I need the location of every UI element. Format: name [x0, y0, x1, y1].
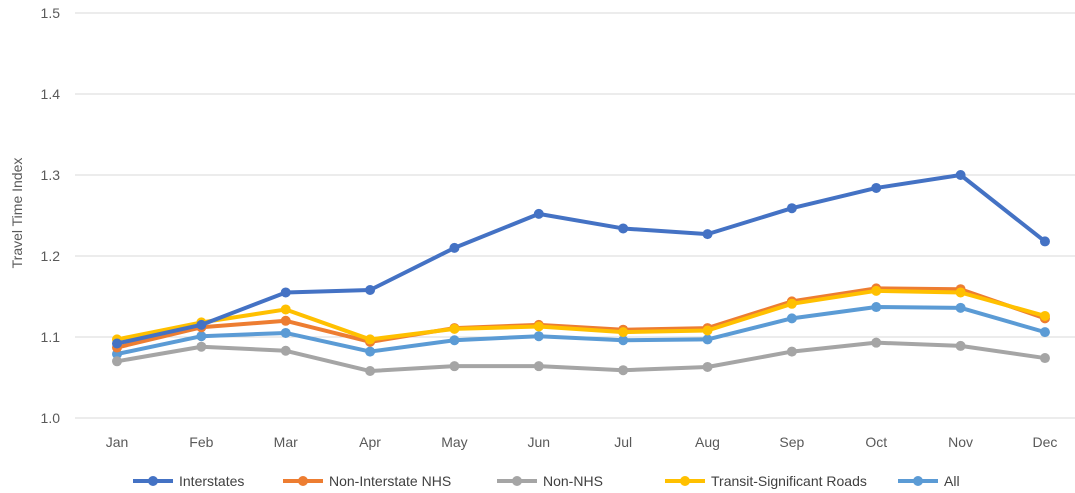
series-lines [112, 170, 1050, 377]
data-point [365, 366, 376, 377]
data-point [786, 203, 797, 214]
data-point [871, 302, 882, 313]
data-point [449, 361, 460, 372]
data-point [1039, 327, 1050, 338]
data-point [955, 287, 966, 298]
legend-label: Interstates [179, 473, 244, 489]
data-point [618, 223, 629, 234]
legend-item: Non-NHS [497, 473, 603, 489]
series-line [115, 340, 1047, 374]
data-point [955, 170, 966, 180]
data-point [871, 337, 882, 348]
data-point [280, 315, 291, 326]
data-point [196, 341, 207, 352]
legend-item: All [898, 473, 960, 489]
y-tick-label: 1.5 [41, 5, 61, 21]
x-tick-label: Jul [614, 434, 632, 450]
x-tick-label: Oct [865, 434, 887, 450]
x-tick-label: Feb [189, 434, 213, 450]
data-point [365, 334, 376, 345]
data-point [449, 323, 460, 334]
data-point [449, 242, 460, 253]
data-point [702, 325, 713, 336]
data-point [1039, 236, 1050, 247]
y-tick-label: 1.1 [41, 329, 61, 345]
data-point [280, 327, 291, 338]
data-point [533, 321, 544, 332]
data-point [786, 298, 797, 309]
data-point [449, 335, 460, 346]
y-axis-ticks: 1.0 1.1 1.2 1.3 1.4 1.5 [41, 5, 61, 426]
data-point [533, 331, 544, 342]
x-tick-label: Sep [779, 434, 804, 450]
y-tick-label: 1.4 [41, 86, 61, 102]
x-tick-label: Nov [948, 434, 973, 450]
data-point [533, 361, 544, 372]
data-point [618, 365, 629, 376]
legend-label: Transit-Significant Roads [711, 473, 867, 489]
legend-label: Non-Interstate NHS [329, 473, 451, 489]
x-tick-label: Dec [1033, 434, 1058, 450]
gridlines [75, 12, 1075, 419]
data-point [702, 361, 713, 372]
x-axis-ticks: Jan Feb Mar Apr May Jun Jul Aug Sep Oct Nov Dec [106, 434, 1058, 450]
legend-marker [148, 476, 158, 486]
legend-marker [298, 476, 308, 486]
data-point [1039, 353, 1050, 364]
legend-marker [913, 476, 923, 486]
data-point [702, 334, 713, 345]
series-line [115, 173, 1047, 346]
data-point [618, 327, 629, 338]
data-point [786, 346, 797, 357]
x-tick-label: Jan [106, 434, 129, 450]
data-point [871, 285, 882, 296]
data-point [196, 331, 207, 342]
legend-marker [680, 476, 690, 486]
series-line [115, 286, 1047, 350]
data-point [112, 356, 122, 367]
x-tick-label: Jun [528, 434, 551, 450]
series-all [112, 302, 1050, 360]
data-point [533, 208, 544, 219]
y-tick-label: 1.0 [41, 410, 61, 426]
x-tick-label: Mar [274, 434, 298, 450]
data-point [786, 313, 797, 324]
y-axis-title: Travel Time Index [9, 158, 25, 269]
data-point [365, 285, 376, 296]
legend-label: Non-NHS [543, 473, 603, 489]
legend: Interstates Non-Interstate NHS Non-NHS Tran… [133, 473, 960, 489]
data-point [618, 335, 629, 346]
x-tick-label: Aug [695, 434, 720, 450]
legend-item: Interstates [133, 473, 244, 489]
series-line [115, 288, 1047, 342]
data-point [196, 319, 207, 330]
data-point [280, 304, 291, 315]
data-point [871, 182, 882, 193]
legend-item: Non-Interstate NHS [283, 473, 451, 489]
legend-marker [512, 476, 522, 486]
data-point [112, 338, 122, 349]
series-non-nhs [112, 337, 1050, 377]
data-point [365, 346, 376, 357]
series-line [115, 305, 1047, 357]
y-tick-label: 1.3 [41, 167, 61, 183]
x-tick-label: May [441, 434, 467, 450]
y-tick-label: 1.2 [41, 248, 61, 264]
data-point [955, 340, 966, 351]
series-interstates [112, 170, 1050, 349]
legend-label: All [944, 473, 960, 489]
data-point [280, 345, 291, 356]
data-point [1039, 310, 1050, 321]
data-point [955, 302, 966, 313]
data-point [280, 287, 291, 298]
legend-item: Transit-Significant Roads [665, 473, 867, 489]
x-tick-label: Apr [359, 434, 381, 450]
data-point [702, 229, 713, 240]
